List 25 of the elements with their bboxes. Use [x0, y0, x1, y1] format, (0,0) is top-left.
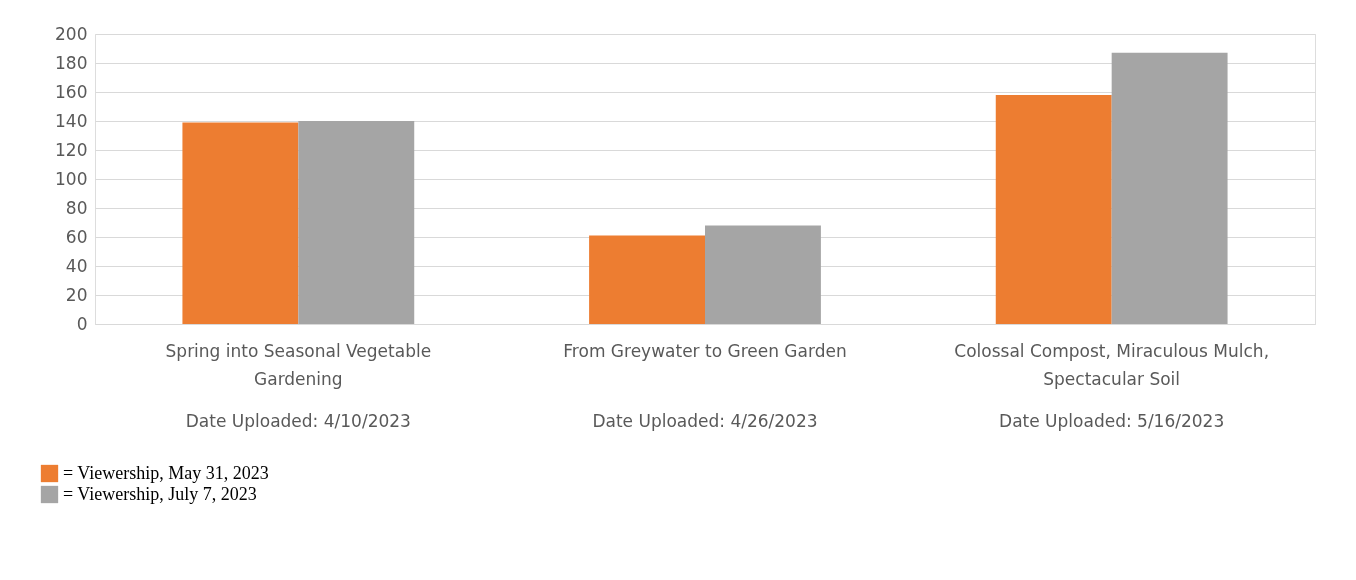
y-tick-label: 120 — [55, 139, 88, 160]
y-tick-label: 20 — [65, 284, 88, 305]
legend-label: = Viewership, May 31, 2023 — [63, 462, 269, 483]
y-tick-label: 40 — [65, 255, 88, 276]
bar — [1111, 52, 1228, 324]
y-tick-label: 100 — [55, 168, 88, 189]
y-tick-label: 60 — [65, 226, 88, 247]
y-tick-label: 0 — [76, 313, 88, 334]
bar — [182, 122, 299, 324]
text: Date Uploaded: 5/16/2023 — [999, 411, 1225, 431]
bar — [298, 121, 415, 324]
y-tick-label: 80 — [65, 197, 88, 218]
y-tick-label: 160 — [55, 81, 88, 102]
x-tick-label: Spring into Seasonal Vegetable Gardening — [165, 341, 432, 389]
x-tick-label: From Greywater to Green Garden — [563, 341, 847, 361]
text: Date Uploaded: 4/26/2023 — [592, 411, 818, 431]
text: Date Uploaded: 4/10/2023 — [185, 411, 411, 431]
y-tick-label: 200 — [55, 23, 88, 44]
x-tick-label: Colossal Compost, Miraculous Mulch, Spectacular Soil — [954, 341, 1270, 389]
legend-label: = Viewership, July 7, 2023 — [63, 483, 257, 504]
bar — [589, 235, 705, 324]
bar — [995, 94, 1112, 324]
y-tick-label: 140 — [55, 110, 88, 131]
bar — [705, 225, 821, 324]
y-tick-label: 180 — [55, 52, 88, 73]
